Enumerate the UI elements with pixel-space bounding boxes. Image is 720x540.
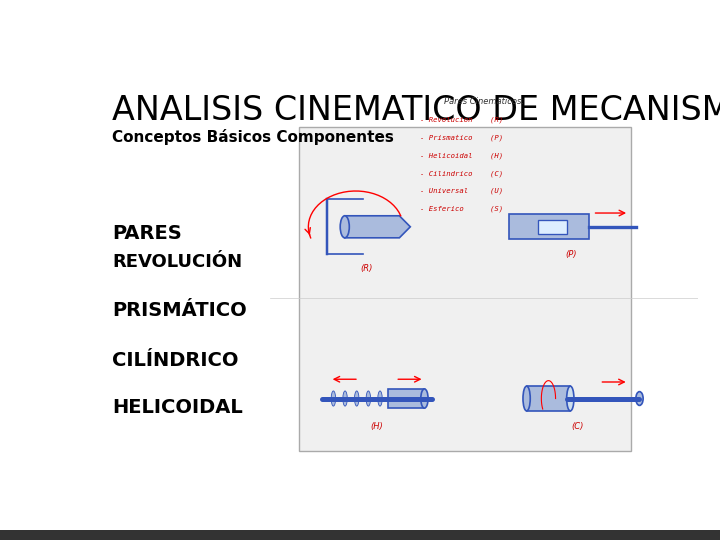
Polygon shape [345,216,410,238]
Text: Conceptos Básicos Componentes: Conceptos Básicos Componentes [112,129,394,145]
Ellipse shape [343,391,347,406]
Ellipse shape [390,391,394,406]
Text: PARES: PARES [112,224,182,242]
Text: - Prismatico    (P): - Prismatico (P) [420,134,503,141]
Text: REVOLUCIÓN: REVOLUCIÓN [112,253,243,271]
Ellipse shape [567,386,574,411]
Text: - Esferico      (S): - Esferico (S) [420,206,503,212]
Text: (C): (C) [572,422,584,431]
Ellipse shape [378,391,382,406]
Ellipse shape [331,391,336,406]
Ellipse shape [366,391,371,406]
Text: (P): (P) [565,250,577,259]
Text: - Cilindrico    (C): - Cilindrico (C) [420,170,503,177]
Text: CILÍNDRICO: CILÍNDRICO [112,350,239,369]
Text: Pares Cinematicos:: Pares Cinematicos: [444,97,524,106]
Ellipse shape [636,392,643,406]
FancyBboxPatch shape [388,389,424,408]
Text: - Universal     (U): - Universal (U) [420,188,503,194]
Ellipse shape [341,216,349,238]
Ellipse shape [420,389,428,408]
FancyBboxPatch shape [509,214,589,239]
FancyBboxPatch shape [538,220,567,234]
Ellipse shape [401,391,405,406]
Ellipse shape [354,391,359,406]
Text: (R): (R) [361,264,373,273]
Text: (H): (H) [371,422,384,431]
FancyBboxPatch shape [526,386,570,411]
Text: - Helicoidal    (H): - Helicoidal (H) [420,152,503,159]
Text: - Revolucion    (R): - Revolucion (R) [420,117,503,123]
Ellipse shape [523,386,530,411]
Ellipse shape [413,391,417,406]
Text: PRISMÁTICO: PRISMÁTICO [112,301,247,320]
Text: ANALISIS CINEMATICO DE MECANISMOS: ANALISIS CINEMATICO DE MECANISMOS [112,94,720,127]
FancyBboxPatch shape [300,127,631,451]
Text: HELICOIDAL: HELICOIDAL [112,399,243,417]
